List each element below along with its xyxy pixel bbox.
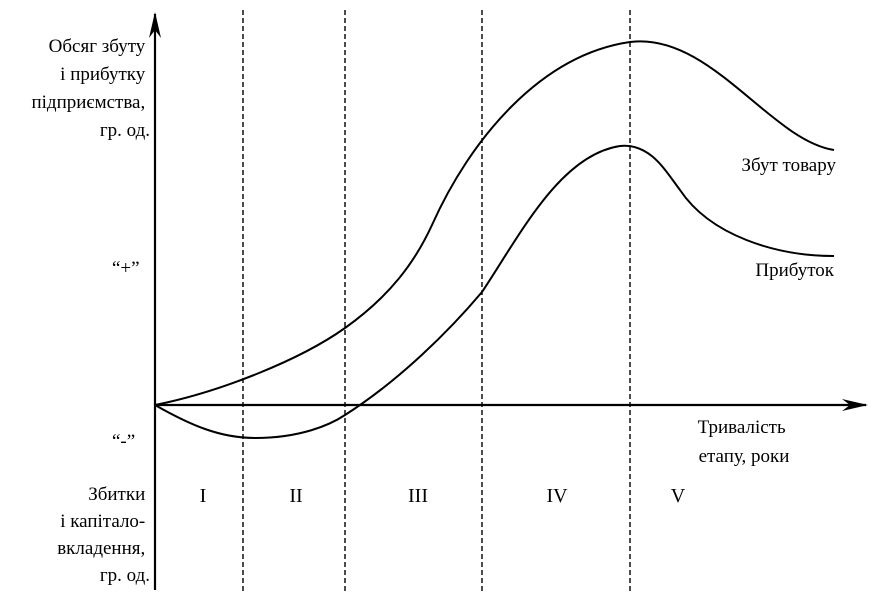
loss-label-line-3: вкладення,: [57, 538, 145, 559]
stage-label-3: III: [408, 485, 428, 507]
plus-label: “+”: [112, 258, 140, 279]
x-axis-label-line-2: етапу, роки: [699, 446, 790, 467]
stage-label-2: II: [289, 485, 302, 507]
sales-curve: [154, 40, 835, 406]
loss-label: Збитки і капітало- вкладення, гр. од.: [57, 484, 150, 586]
loss-label-line-4: гр. од.: [100, 565, 150, 586]
y-axis-label-line-1: Обсяг збуту: [49, 36, 146, 57]
profit-curve: [154, 144, 835, 440]
stage-label-1: I: [200, 485, 207, 507]
loss-label-line-2: і капітало-: [60, 511, 145, 532]
x-axis-label: Тривалість етапу, роки: [698, 417, 791, 467]
x-axis-label-line-1: Тривалість: [698, 417, 786, 438]
loss-label-line-1: Збитки: [88, 484, 145, 505]
minus-label: “-”: [112, 431, 135, 452]
y-axis-label-line-2: і прибутку: [60, 64, 146, 85]
y-axis-label-line-4: гр. од.: [100, 120, 150, 141]
stage-label-4: IV: [546, 485, 568, 507]
sales-curve-label: Збут товару: [742, 155, 837, 176]
profit-curve-label: Прибуток: [755, 260, 834, 281]
y-axis-label: Обсяг збуту і прибутку підприємства, гр.…: [31, 36, 150, 141]
y-axis-label-line-3: підприємства,: [31, 92, 145, 113]
stage-label-5: V: [671, 485, 686, 507]
